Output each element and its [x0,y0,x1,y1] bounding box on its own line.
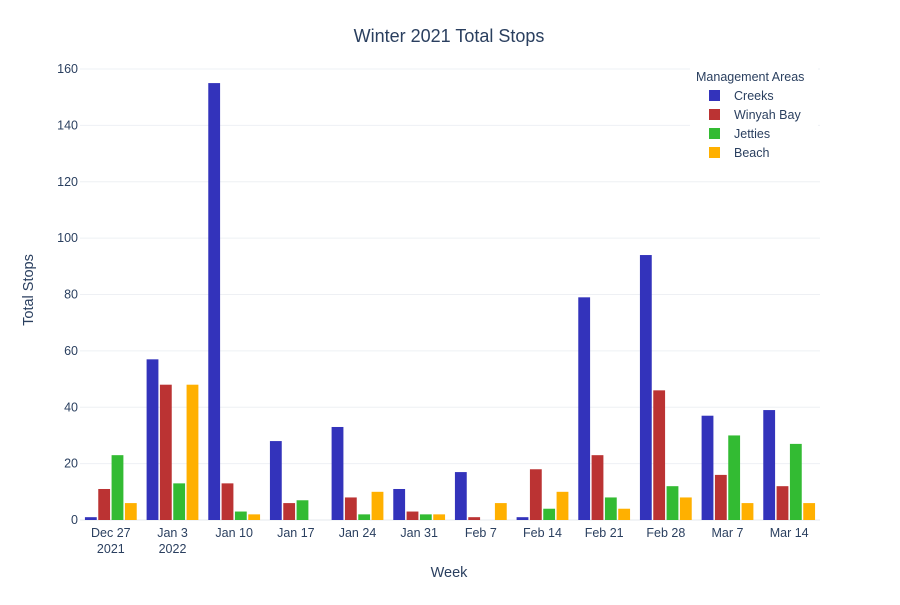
legend-label: Winyah Bay [734,108,801,122]
y-tick-labels: 0 20 40 60 80 100 120 140 160 [57,62,78,527]
bars [84,83,816,521]
bar-creeks[interactable] [701,415,714,520]
bar-winyah-bay[interactable] [344,497,357,520]
legend-swatch [709,128,720,139]
bar-winyah-bay[interactable] [591,455,604,520]
y-tick-label: 40 [64,400,78,414]
legend-title: Management Areas [696,70,804,84]
bar-winyah-bay[interactable] [283,503,296,520]
bar-beach[interactable] [679,497,692,520]
legend-swatch [709,90,720,101]
y-tick-label: 20 [64,457,78,471]
x-tick-label: Feb 28 [646,526,685,540]
legend[interactable]: Management Areas Creeks Winyah Bay Jetties… [690,64,818,164]
x-tick-label: Dec 27 [91,526,131,540]
legend-item-beach[interactable]: Beach [709,146,769,160]
bar-beach[interactable] [371,491,384,520]
x-tick-label: Jan 31 [400,526,438,540]
bar-beach[interactable] [433,514,446,520]
bar-creeks[interactable] [763,410,776,520]
bar-jetties[interactable] [296,500,309,520]
bar-jetties[interactable] [666,486,679,520]
y-tick-label: 100 [57,231,78,245]
bar-beach[interactable] [248,514,261,520]
y-tick-label: 160 [57,62,78,76]
bar-beach[interactable] [124,503,137,520]
y-tick-label: 60 [64,344,78,358]
y-axis-label: Total Stops [21,254,37,326]
legend-item-winyah-bay[interactable]: Winyah Bay [709,108,801,122]
bar-creeks[interactable] [516,517,529,520]
bar-winyah-bay[interactable] [221,483,234,520]
bar-creeks[interactable] [639,255,652,521]
legend-item-jetties[interactable]: Jetties [709,127,770,141]
bar-winyah-bay[interactable] [653,390,666,520]
bar-jetties[interactable] [604,497,617,520]
x-tick-labels: Dec 27 2021 Jan 3 2022 Jan 10 Jan 17 Jan 24 Jan… [91,526,809,556]
bar-jetties[interactable] [789,443,802,520]
x-tick-label: 2021 [97,542,125,556]
bar-creeks[interactable] [208,83,221,520]
bar-beach[interactable] [803,503,816,520]
bar-beach[interactable] [556,491,569,520]
bar-creeks[interactable] [578,297,591,520]
y-tick-label: 0 [71,513,78,527]
bar-winyah-bay[interactable] [98,488,111,520]
bar-creeks[interactable] [84,517,97,520]
bar-beach[interactable] [618,508,631,520]
bar-beach[interactable] [186,384,199,520]
bar-creeks[interactable] [331,426,344,520]
legend-label: Jetties [734,127,770,141]
gridlines [80,68,820,521]
y-tick-label: 120 [57,175,78,189]
bar-creeks[interactable] [269,441,282,520]
x-tick-label: Feb 21 [585,526,624,540]
legend-items[interactable]: Creeks Winyah Bay Jetties Beach [709,89,801,160]
legend-item-creeks[interactable]: Creeks [709,89,774,103]
bar-jetties[interactable] [358,514,371,520]
x-axis-label: Week [431,565,469,581]
y-tick-label: 80 [64,288,78,302]
bar-winyah-bay[interactable] [406,511,419,520]
bar-creeks[interactable] [454,472,467,520]
x-tick-label: Feb 7 [465,526,497,540]
bar-jetties[interactable] [234,511,247,520]
x-tick-label: Jan 3 [157,526,188,540]
x-tick-label: Jan 10 [215,526,253,540]
bar-beach[interactable] [741,503,754,520]
bar-creeks[interactable] [393,488,406,520]
x-tick-label: 2022 [159,542,187,556]
legend-swatch [709,147,720,158]
bar-beach[interactable] [494,503,507,520]
bar-winyah-bay[interactable] [529,469,542,520]
bar-winyah-bay[interactable] [468,517,481,520]
bar-winyah-bay[interactable] [159,384,172,520]
legend-label: Creeks [734,89,774,103]
chart-title: Winter 2021 Total Stops [354,26,545,46]
bar-jetties[interactable] [419,514,432,520]
bar-creeks[interactable] [146,359,159,520]
x-tick-label: Mar 7 [712,526,744,540]
x-tick-label: Feb 14 [523,526,562,540]
bar-jetties[interactable] [111,455,124,520]
x-tick-label: Jan 17 [277,526,315,540]
bar-jetties[interactable] [173,483,186,520]
bar-winyah-bay[interactable] [714,474,727,520]
x-tick-label: Mar 14 [770,526,809,540]
x-tick-label: Jan 24 [339,526,377,540]
bar-jetties[interactable] [728,435,741,520]
bar-jetties[interactable] [543,508,556,520]
legend-label: Beach [734,146,769,160]
y-tick-label: 140 [57,118,78,132]
legend-swatch [709,109,720,120]
bar-winyah-bay[interactable] [776,486,789,520]
